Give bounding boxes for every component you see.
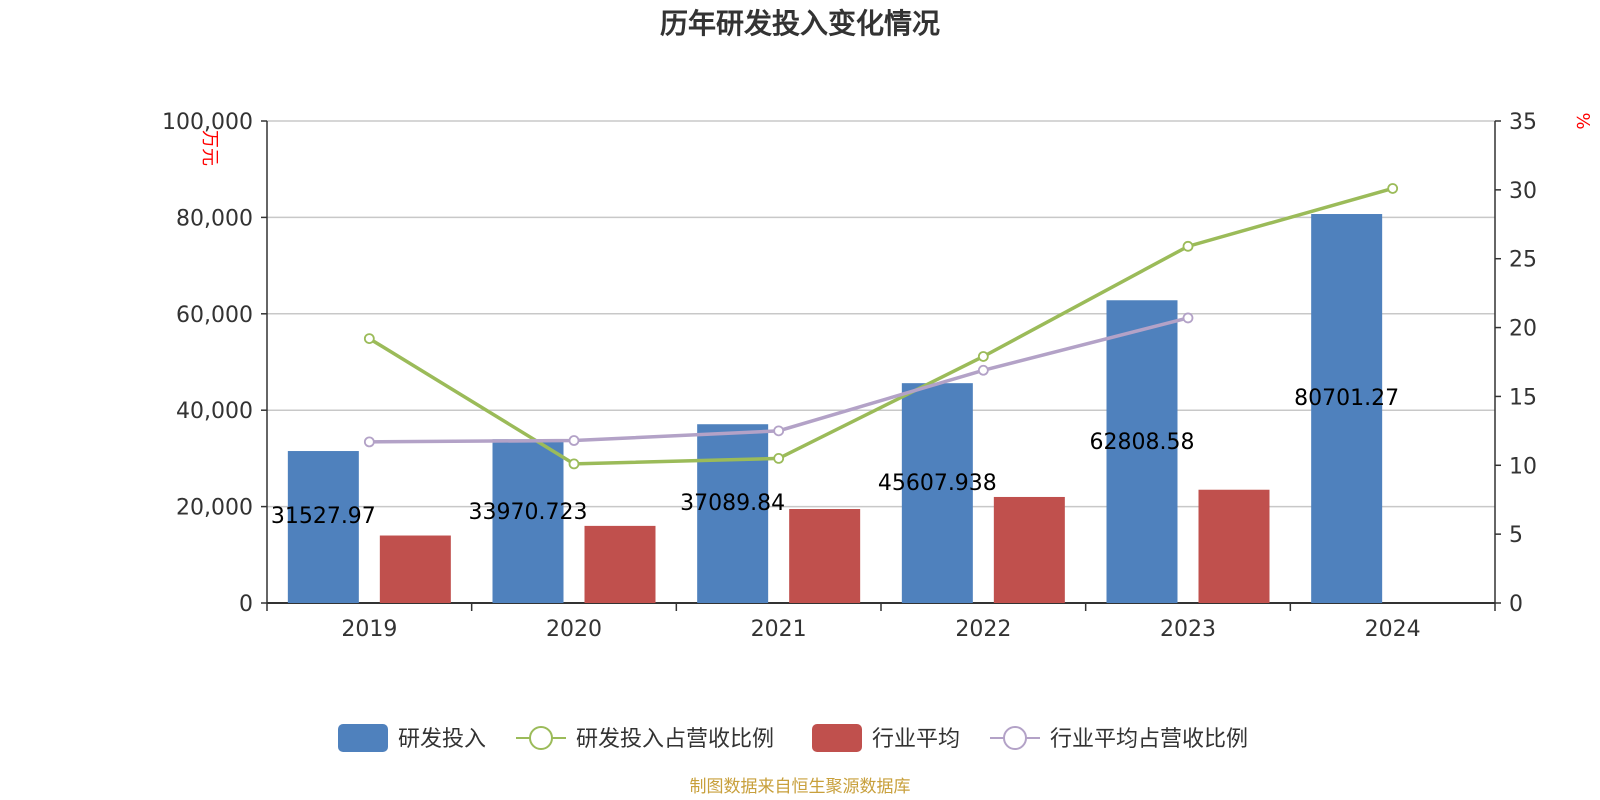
legend: 研发投入 研发投入占营收比例 行业平均 行业平均占营收比例 bbox=[338, 724, 1248, 752]
legend-label: 行业平均占营收比例 bbox=[1050, 727, 1248, 752]
right-axis-tick-label: 20 bbox=[1509, 317, 1537, 342]
right-axis-tick-label: 0 bbox=[1509, 592, 1523, 617]
series-point bbox=[773, 452, 785, 464]
series-point bbox=[977, 364, 989, 376]
series-point bbox=[1182, 312, 1194, 324]
left-axis-tick-label: 80,000 bbox=[176, 206, 253, 231]
series-line bbox=[369, 316, 1189, 444]
legend-marker bbox=[529, 726, 553, 750]
bar-industry bbox=[993, 496, 1065, 603]
x-axis-tick-label: 2022 bbox=[955, 617, 1011, 642]
bar-rd bbox=[901, 383, 973, 603]
bar-data-label: 45607.938 bbox=[878, 471, 997, 496]
lines bbox=[363, 183, 1399, 470]
right-axis-tick-label: 30 bbox=[1509, 179, 1537, 204]
bar-data-label: 33970.723 bbox=[469, 500, 588, 525]
legend-swatch bbox=[338, 724, 388, 752]
bar-data-label: 62808.58 bbox=[1090, 430, 1195, 455]
x-axis-tick-label: 2021 bbox=[751, 617, 807, 642]
legend-label: 行业平均 bbox=[872, 727, 960, 752]
bar-data-label: 31527.97 bbox=[271, 504, 376, 529]
data-labels: 31527.97 33970.723 37089.84 45607.938 62808.… bbox=[271, 386, 1399, 529]
bar-rd bbox=[287, 451, 359, 603]
bar-rd bbox=[697, 424, 769, 603]
bar-data-label: 80701.27 bbox=[1294, 386, 1399, 411]
legend-marker bbox=[1003, 726, 1027, 750]
right-axis-tick-label: 35 bbox=[1509, 110, 1537, 135]
axes: 0 20,000 40,000 60,000 80,000 100,000 0 5 10 15 20… bbox=[162, 110, 1537, 642]
series-point bbox=[977, 351, 989, 362]
bar-industry bbox=[379, 535, 451, 603]
bar-data-label: 37089.84 bbox=[680, 491, 785, 516]
series-point bbox=[1387, 183, 1399, 194]
right-axis-tick-label: 5 bbox=[1509, 523, 1523, 548]
series-line bbox=[368, 186, 1394, 466]
bar-industry bbox=[1198, 489, 1270, 603]
right-axis-unit: % bbox=[1572, 112, 1593, 129]
series-point bbox=[568, 458, 580, 470]
left-axis-unit: 万元 bbox=[199, 130, 220, 166]
left-axis-tick-label: 60,000 bbox=[176, 303, 253, 328]
bar-rd bbox=[1106, 300, 1178, 603]
series-point bbox=[363, 436, 375, 448]
legend-label: 研发投入占营收比例 bbox=[576, 727, 774, 752]
left-axis-tick-label: 20,000 bbox=[176, 496, 253, 521]
legend-swatch bbox=[812, 724, 862, 752]
right-axis-tick-label: 15 bbox=[1509, 385, 1537, 410]
left-axis-tick-label: 0 bbox=[239, 592, 253, 617]
bar-industry bbox=[789, 509, 861, 603]
x-axis-tick-label: 2024 bbox=[1365, 617, 1421, 642]
bar-rd bbox=[1311, 214, 1383, 603]
left-axis-tick-label: 100,000 bbox=[162, 110, 253, 135]
x-axis-tick-label: 2023 bbox=[1160, 617, 1216, 642]
chart-title: 历年研发投入变化情况 bbox=[660, 7, 940, 40]
left-axis-tick-label: 40,000 bbox=[176, 399, 253, 424]
x-axis-tick-label: 2019 bbox=[341, 617, 397, 642]
legend-label: 研发投入 bbox=[398, 727, 486, 752]
series-point bbox=[1182, 240, 1194, 252]
bar-industry bbox=[584, 525, 656, 603]
x-axis-tick-label: 2020 bbox=[546, 617, 602, 642]
bar-rd bbox=[492, 439, 564, 603]
series-point bbox=[568, 435, 580, 446]
grid-lines bbox=[267, 120, 1495, 508]
source-note: 制图数据来自恒生聚源数据库 bbox=[690, 777, 911, 797]
right-axis-tick-label: 10 bbox=[1509, 454, 1537, 479]
series-point bbox=[363, 333, 375, 344]
series-point bbox=[773, 425, 785, 437]
right-axis-tick-label: 25 bbox=[1509, 248, 1537, 273]
bars bbox=[287, 214, 1383, 603]
